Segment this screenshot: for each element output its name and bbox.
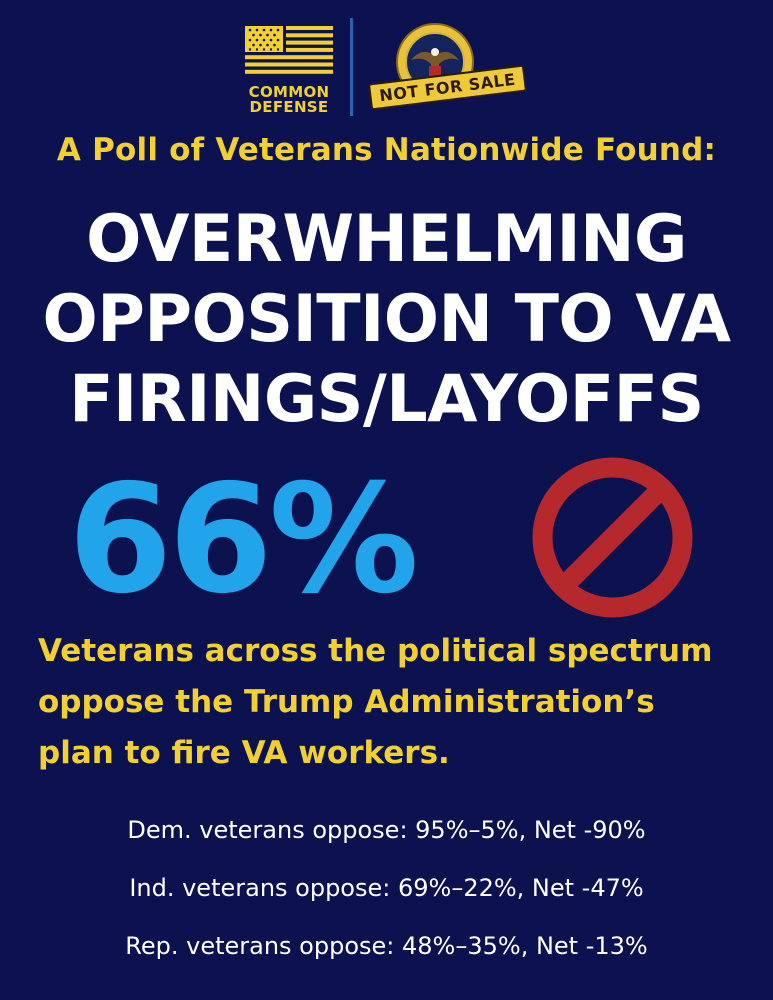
- ind-stat-line: Ind. veterans oppose: 69%–22%, Net -47%: [129, 874, 644, 902]
- subtitle: A Poll of Veterans Nationwide Found:: [56, 132, 717, 168]
- big-stat: 66%: [68, 453, 419, 627]
- org-name: COMMON DEFENSE: [243, 85, 335, 115]
- headline-line-2: OPPOSITION TO VA: [42, 282, 731, 357]
- headline-line-1: OVERWHELMING: [86, 202, 687, 277]
- body-line-2: oppose the Trump Administration’s: [38, 684, 655, 720]
- rep-stat-line: Rep. veterans oppose: 48%–35%, Net -13%: [125, 932, 648, 960]
- dem-stat-line: Dem. veterans oppose: 95%–5%, Net -90%: [127, 816, 646, 844]
- common-defense-logo: COMMON DEFENSE: [243, 26, 335, 115]
- body-line-3: plan to fire VA workers.: [38, 735, 450, 771]
- headline-line-3: FIRINGS/LAYOFFS: [69, 362, 704, 437]
- headline: OVERWHELMING OPPOSITION TO VA FIRINGS/LA…: [0, 200, 773, 440]
- body-line-1: Veterans across the political spectrum: [38, 633, 713, 669]
- body-text: Veterans across the political spectrum o…: [38, 626, 738, 779]
- prohibited-icon: [532, 457, 693, 618]
- org-name-line2: DEFENSE: [249, 98, 329, 116]
- logo-divider: [350, 18, 353, 116]
- us-flag-icon: [245, 26, 333, 76]
- party-breakdown: Dem. veterans oppose: 95%–5%, Net -90% I…: [0, 808, 773, 982]
- logo-row: COMMON DEFENSE NOT FOR SALE: [0, 18, 773, 118]
- org-name-line1: COMMON: [248, 83, 330, 101]
